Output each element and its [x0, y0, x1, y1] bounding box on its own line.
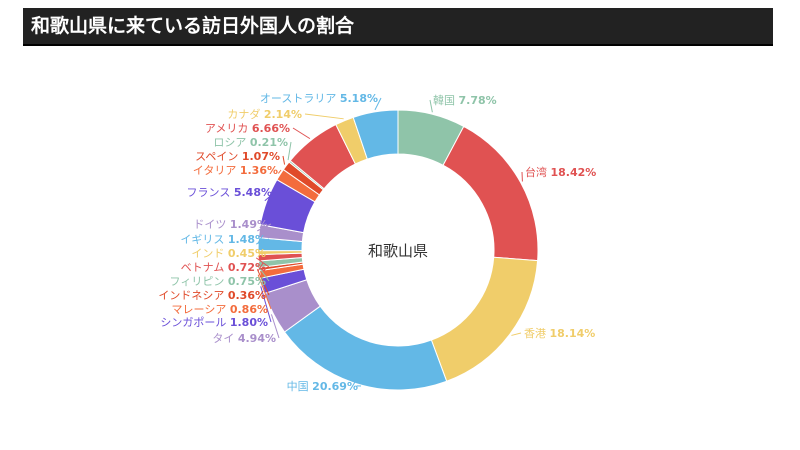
chart-leader-lines [255, 97, 523, 387]
leader-line-15 [282, 155, 286, 165]
leader-line-0 [429, 99, 433, 113]
slice-2[interactable] [430, 256, 539, 382]
slice-label-8: フィリピン 0.75% [170, 275, 266, 288]
chart-labels: 韓国 7.78% 台湾 18.42% 香港 18.14% 中国 20.69% タイ 4.… [158, 92, 596, 393]
leader-line-6 [257, 274, 272, 310]
slice-label-15: スペイン 1.07% [195, 150, 280, 163]
slice-label-7: インドネシア 0.36% [158, 289, 266, 302]
leader-line-4 [270, 314, 280, 339]
slice-3[interactable] [283, 305, 448, 391]
page-title: 和歌山県に来ている訪日外国人の割合 [31, 15, 355, 37]
slice-label-9: ベトナム 0.72% [181, 261, 266, 274]
slice-label-1: 台湾 18.42% [525, 165, 596, 179]
leader-line-12 [257, 223, 272, 232]
slice-label-17: アメリカ 6.66% [205, 122, 290, 135]
slice-label-0: 韓国 7.78% [433, 94, 497, 107]
slice-label-18: カナダ 2.14% [227, 107, 302, 121]
slice-label-2: 香港 18.14% [524, 327, 595, 340]
slice-1[interactable] [442, 125, 539, 262]
slice-label-11: イギリス 1.48% [180, 233, 266, 246]
leader-line-7 [256, 269, 270, 296]
slice-label-13: フランス 5.48% [187, 186, 272, 199]
slice-label-16: ロシア 0.21% [213, 136, 288, 149]
slice-label-14: イタリア 1.36% [193, 164, 278, 177]
leader-line-13 [264, 191, 276, 202]
leader-line-14 [277, 169, 282, 174]
leader-line-19 [374, 97, 382, 111]
chart-slices [257, 109, 539, 391]
chart-center-label: 和歌山県 [368, 242, 428, 260]
leader-line-18 [304, 113, 344, 120]
leader-line-9 [255, 257, 270, 268]
leader-line-2 [511, 332, 522, 336]
slice-label-4: タイ 4.94% [212, 332, 276, 345]
slice-label-19: オーストラリア 5.18% [260, 92, 378, 105]
slice-19[interactable] [352, 109, 399, 160]
leader-line-8 [256, 264, 270, 282]
leader-line-11 [255, 238, 270, 245]
slice-label-3: 中国 20.69% [287, 380, 358, 393]
slice-label-10: インド 0.45% [191, 247, 266, 260]
slice-label-6: マレーシア 0.86% [172, 303, 268, 316]
slice-label-12: ドイツ 1.49% [193, 218, 268, 231]
leader-line-16 [287, 141, 292, 161]
leader-line-17 [292, 127, 311, 140]
slice-label-5: シンガポール 1.80% [160, 316, 268, 329]
leader-line-5 [260, 286, 272, 323]
title-bar: 和歌山県に来ている訪日外国人の割合 [23, 8, 773, 44]
